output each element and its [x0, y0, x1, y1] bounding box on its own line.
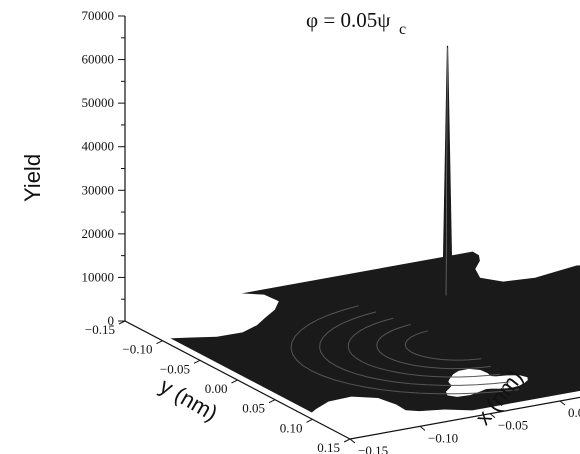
x-tick [349, 438, 356, 444]
z-axis-title: Yield [20, 154, 45, 202]
z-tick-label: 60000 [82, 52, 115, 67]
x-tick [489, 413, 496, 419]
surface-ridge-3 [347, 317, 501, 378]
y-tick [118, 320, 126, 325]
peak-highlight [445, 47, 448, 296]
surface-ridge-5 [290, 305, 519, 395]
empty-region-right [467, 213, 580, 282]
empty-region-left [294, 396, 487, 454]
y-tick-label: 0.00 [205, 381, 228, 396]
y-tick-label: −0.05 [160, 361, 190, 376]
empty-region-near [38, 278, 279, 356]
y-tick [156, 340, 163, 345]
y-tick [306, 418, 313, 423]
z-tick-label: 50000 [82, 95, 115, 110]
z-tick-label: 10000 [82, 269, 115, 284]
z-tick-label: 70000 [82, 8, 115, 23]
x-tick [419, 425, 426, 431]
x-tick [559, 400, 566, 406]
ticks-layer: 0 10000 20000 30000 40000 50000 60000 70000 −0.1… [82, 8, 580, 454]
surface-layer [38, 45, 580, 454]
y-tick [343, 438, 351, 443]
z-tick-label: 40000 [82, 139, 115, 154]
x-tick-label: −0.15 [358, 443, 388, 454]
z-tick-label: 30000 [82, 182, 115, 197]
x-tick-label: 0.00 [568, 405, 580, 420]
annotation: φ = 0.05ψ [306, 8, 390, 32]
empty-region-mid [446, 368, 528, 397]
surface-ridge-1 [404, 330, 482, 361]
y-tick-label: 0.10 [280, 420, 303, 435]
y-tick [268, 399, 276, 404]
surface-ridge-4 [319, 311, 510, 386]
y-tick-label: −0.15 [85, 322, 115, 337]
peak [441, 45, 454, 337]
y-tick-label: 0.15 [317, 440, 340, 454]
x-tick-label: −0.10 [428, 430, 458, 445]
y-tick-label: 0.05 [242, 401, 265, 416]
z-tick-label: 0 [108, 313, 115, 328]
surface-ridge-2 [376, 324, 491, 370]
annotation-subscript: c [399, 21, 406, 38]
annotation-text: φ = 0.05ψ [306, 8, 390, 32]
y-tick-label: −0.10 [122, 342, 152, 357]
x-tick-label: −0.05 [498, 418, 528, 433]
y-tick [231, 379, 238, 384]
y-tick [193, 359, 201, 364]
z-tick-label: 20000 [82, 226, 115, 241]
